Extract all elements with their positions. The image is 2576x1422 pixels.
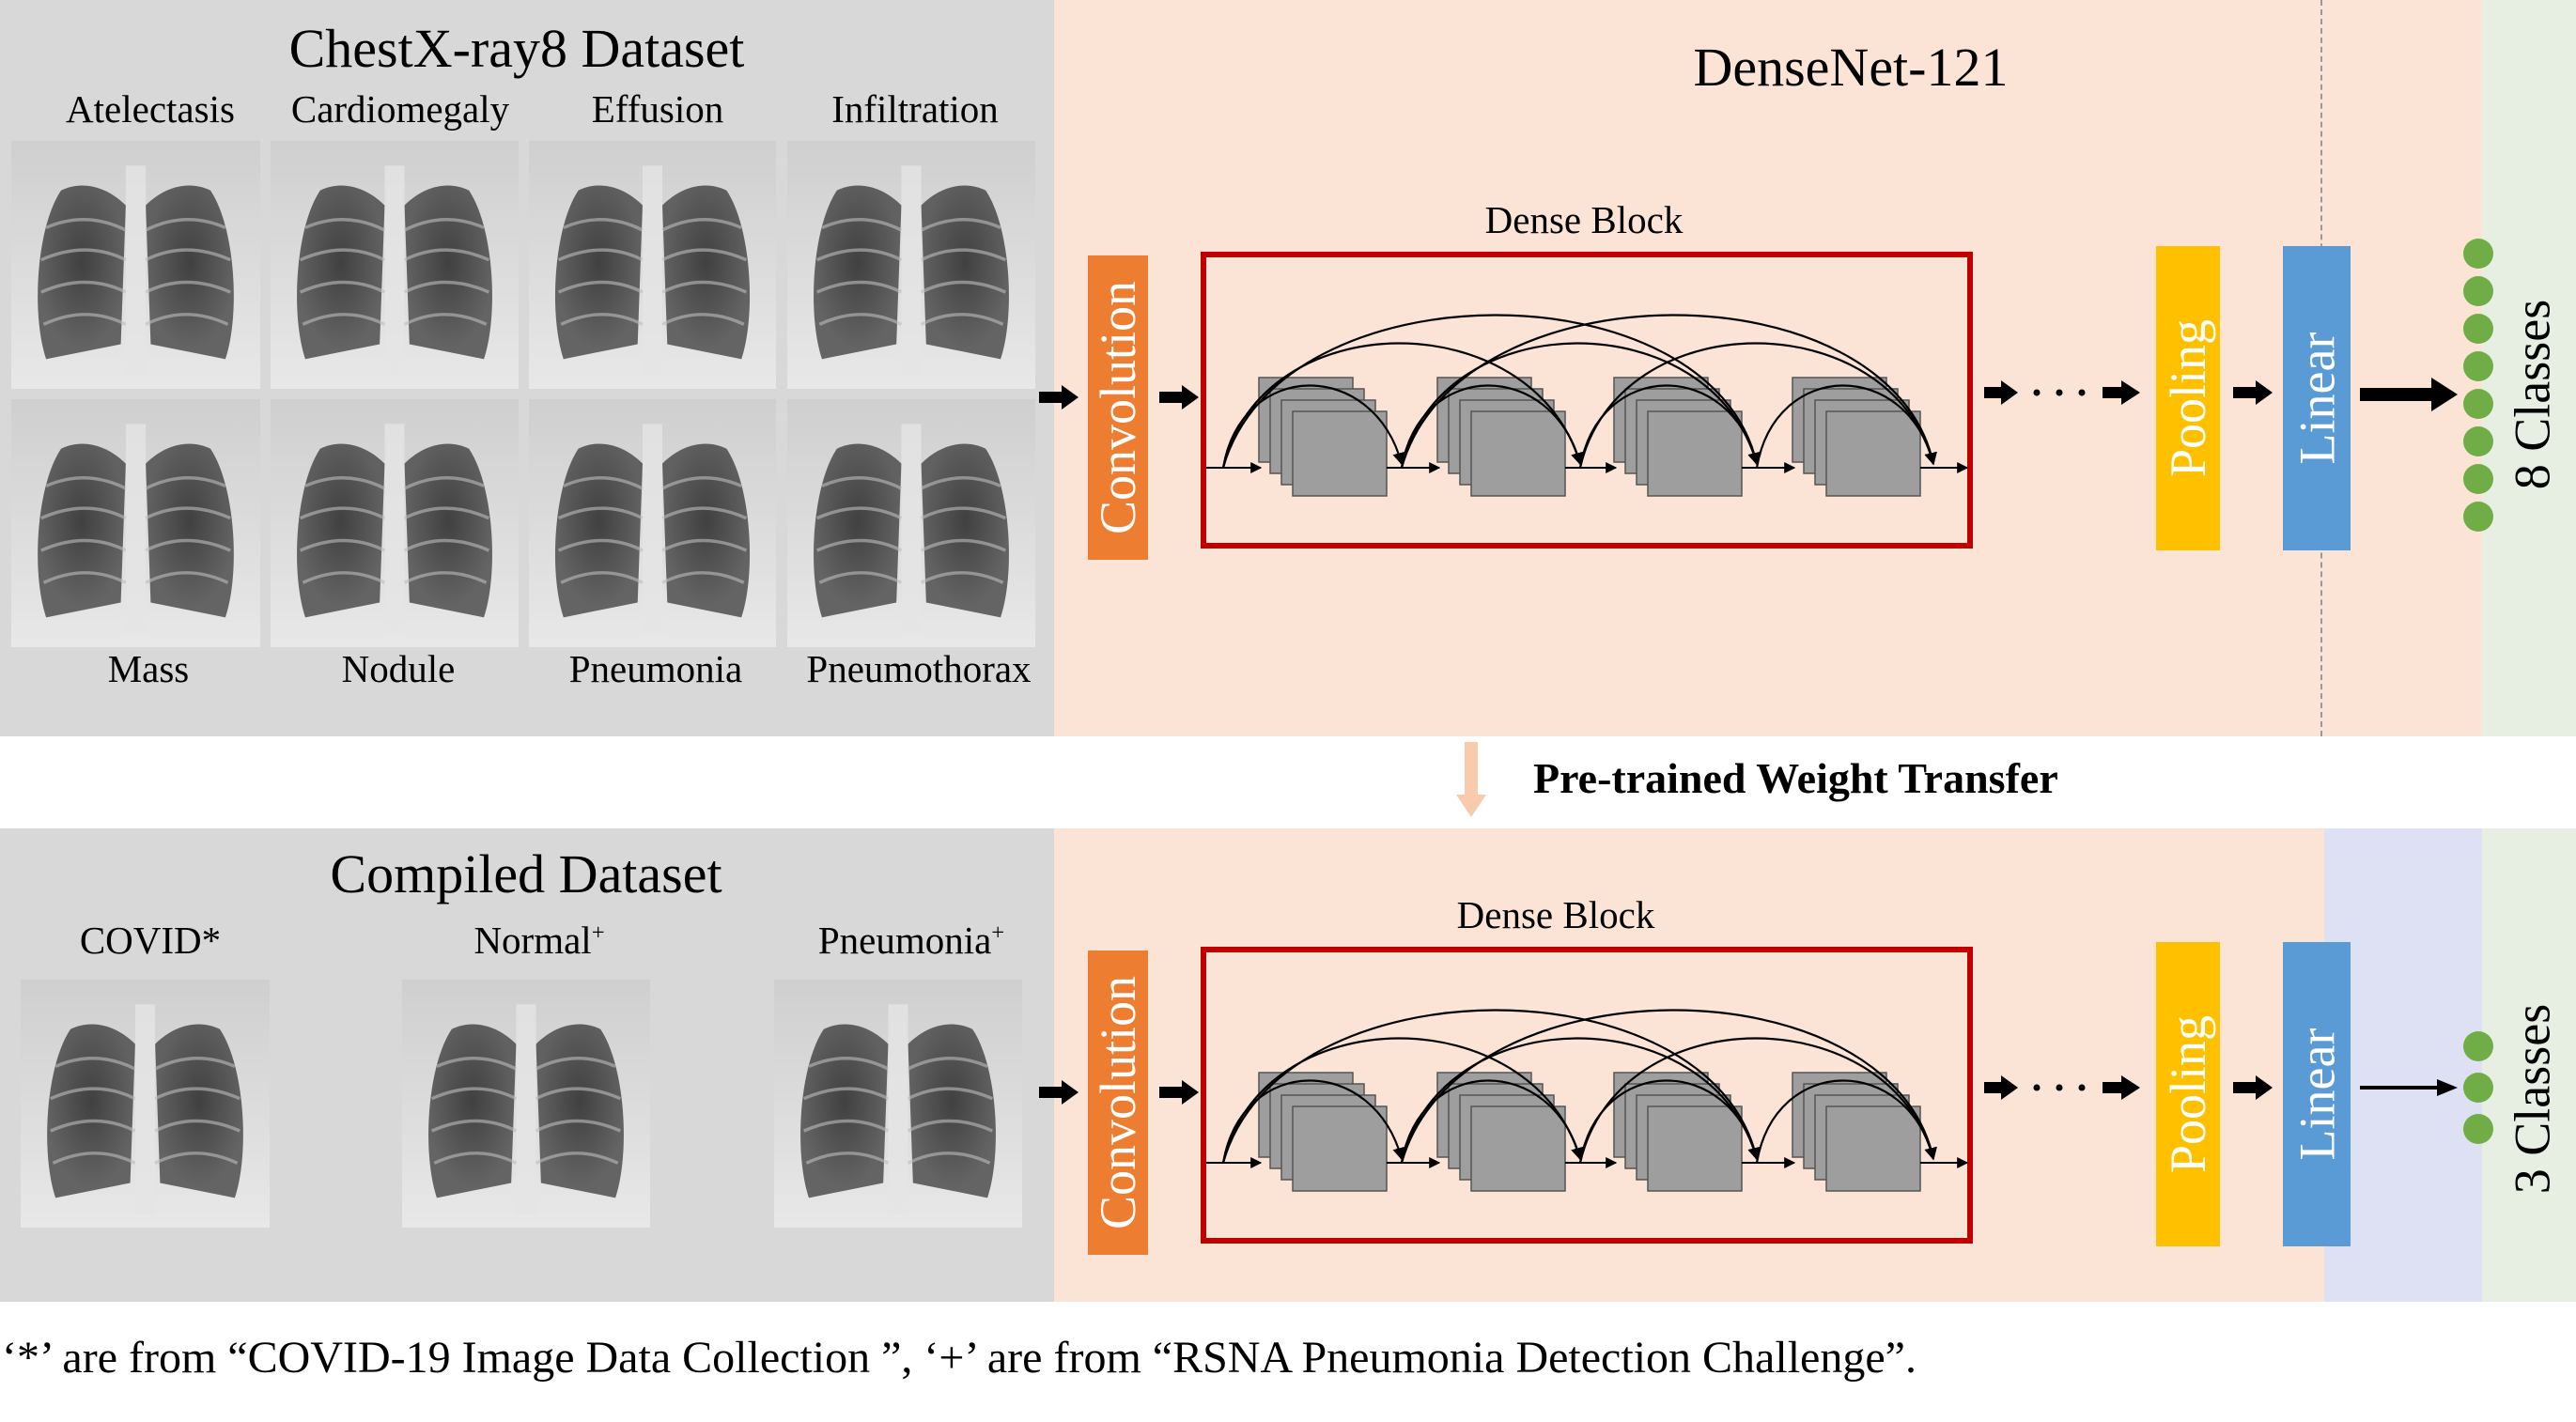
label-cardiomegaly: Cardiomegaly bbox=[290, 87, 510, 131]
bottom-output-arrow bbox=[2360, 1079, 2458, 1096]
top-classes-label: 8 Classes bbox=[2504, 299, 2560, 490]
top-dense-connections bbox=[1204, 255, 1973, 549]
label-infiltration: Infiltration bbox=[831, 87, 999, 131]
label-covid: COVID* bbox=[9, 918, 291, 963]
top-linear-label: Linear bbox=[2289, 332, 2345, 465]
top-input-arrow bbox=[1039, 383, 1080, 416]
top-output-arrow bbox=[2360, 378, 2458, 411]
bottom-dense-connections bbox=[1204, 951, 1973, 1244]
xray-pneumothorax bbox=[787, 399, 1035, 647]
top-model-title: DenseNet-121 bbox=[1693, 37, 2009, 98]
top-after-dense-arrows bbox=[1984, 379, 2144, 411]
top-linear-block: Linear bbox=[2283, 246, 2351, 550]
top-pooling-block: Pooling bbox=[2156, 246, 2220, 550]
label-nodule: Nodule bbox=[341, 647, 456, 690]
top-classes-box: 8 Classes bbox=[2499, 235, 2565, 554]
top-dense-block bbox=[1201, 252, 1973, 549]
bottom-convolution-label: Convolution bbox=[1090, 975, 1146, 1230]
top-pool-arrow bbox=[2233, 379, 2274, 411]
bottom-pool-arrow bbox=[2233, 1074, 2274, 1106]
label-mass: Mass bbox=[107, 647, 190, 690]
label-covid-text: COVID* bbox=[79, 919, 222, 962]
bottom-pooling-label: Pooling bbox=[2160, 1014, 2217, 1174]
xray-effusion bbox=[529, 141, 776, 389]
top-dense-block-title: Dense Block bbox=[1484, 198, 1684, 241]
label-normal-sup: + bbox=[591, 920, 605, 946]
top-conv-arrow bbox=[1159, 383, 1201, 416]
bottom-linear-block: Linear bbox=[2283, 942, 2351, 1246]
bottom-input-arrow bbox=[1039, 1078, 1080, 1111]
xray-infiltration bbox=[787, 141, 1035, 389]
xray-pneumonia bbox=[529, 399, 776, 647]
label-effusion: Effusion bbox=[591, 87, 724, 131]
bottom-output-panel bbox=[2482, 828, 2576, 1302]
bottom-dataset-title: Compiled Dataset bbox=[330, 843, 722, 904]
xray-cardiomegaly bbox=[271, 141, 519, 389]
bottom-pooling-block: Pooling bbox=[2156, 942, 2220, 1246]
footnote: ‘*’ are from “COVID-19 Image Data Collec… bbox=[2, 1333, 1916, 1383]
xray-mass bbox=[11, 399, 260, 647]
bottom-conv-arrow bbox=[1159, 1078, 1201, 1111]
bottom-classes-label: 3 Classes bbox=[2504, 1003, 2560, 1195]
xray-normal bbox=[402, 980, 650, 1228]
label-normal-text: Normal bbox=[473, 919, 592, 962]
bottom-dense-block-title: Dense Block bbox=[1456, 893, 1655, 936]
bottom-dense-block bbox=[1201, 947, 1973, 1244]
top-convolution-label: Convolution bbox=[1090, 280, 1146, 535]
top-dataset-title: ChestX-ray8 Dataset bbox=[288, 18, 745, 79]
bottom-convolution-block: Convolution bbox=[1088, 951, 1148, 1255]
transfer-label: Pre-trained Weight Transfer bbox=[1533, 754, 2058, 802]
bottom-class-dots bbox=[2463, 1031, 2493, 1144]
label-pneumonia: Pneumonia bbox=[568, 647, 743, 690]
bottom-model-panel bbox=[1054, 828, 2324, 1302]
xray-nodule bbox=[271, 399, 519, 647]
label-pneumothorax: Pneumothorax bbox=[806, 647, 1032, 690]
label-pneumonia-compiled-text: Pneumonia bbox=[817, 919, 992, 962]
bottom-linear-label: Linear bbox=[2289, 1028, 2345, 1161]
top-output-panel bbox=[2482, 0, 2576, 736]
top-convolution-block: Convolution bbox=[1088, 255, 1148, 560]
top-class-dots bbox=[2463, 239, 2493, 532]
label-pneumonia-compiled-sup: + bbox=[991, 920, 1005, 946]
top-pooling-label: Pooling bbox=[2160, 318, 2217, 478]
transfer-arrow bbox=[1456, 742, 1486, 817]
top-model-panel bbox=[1054, 0, 2482, 736]
label-atelectasis: Atelectasis bbox=[66, 87, 235, 131]
bottom-classes-box: 3 Classes bbox=[2499, 939, 2565, 1259]
bottom-after-dense-arrows bbox=[1984, 1074, 2144, 1106]
label-pneumonia-compiled: Pneumonia+ bbox=[770, 918, 1052, 963]
xray-covid bbox=[21, 980, 270, 1228]
label-normal: Normal+ bbox=[398, 918, 680, 963]
xray-pneumonia-compiled bbox=[774, 980, 1022, 1228]
xray-atelectasis bbox=[11, 141, 260, 389]
bottom-linear-panel bbox=[2324, 828, 2482, 1302]
